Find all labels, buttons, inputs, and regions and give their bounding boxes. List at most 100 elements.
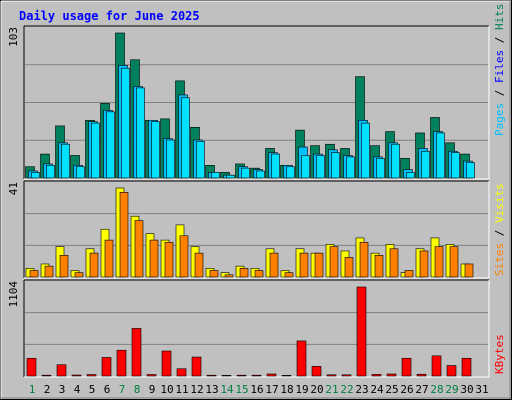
bar-sites-day-26 bbox=[404, 270, 414, 278]
bar-kbytes-day-21 bbox=[326, 374, 337, 377]
day-label-24: 24 bbox=[370, 383, 384, 396]
bar-sites-day-3 bbox=[59, 254, 69, 278]
bar-pages-day-17 bbox=[271, 153, 280, 179]
bar-sites-day-6 bbox=[104, 239, 114, 278]
bar-kbytes-day-10 bbox=[161, 350, 172, 377]
bar-sites-day-29 bbox=[449, 246, 459, 278]
panel-bottom-bg bbox=[24, 280, 489, 377]
bar-pages-day-6 bbox=[106, 111, 115, 179]
bar-sites-day-23 bbox=[359, 241, 369, 278]
bar-sites-day-25 bbox=[389, 248, 399, 278]
bar-kbytes-day-1 bbox=[26, 357, 37, 377]
bar-kbytes-day-23 bbox=[356, 286, 367, 377]
day-label-11: 11 bbox=[175, 383, 188, 396]
day-label-5: 5 bbox=[89, 383, 96, 396]
day-label-28: 28 bbox=[430, 383, 443, 396]
day-label-7: 7 bbox=[119, 383, 126, 396]
bar-kbytes-day-28 bbox=[431, 355, 442, 377]
day-label-12: 12 bbox=[190, 383, 203, 396]
day-label-29: 29 bbox=[445, 383, 458, 396]
bar-sites-day-21 bbox=[329, 246, 339, 278]
bar-kbytes-day-19 bbox=[296, 340, 307, 377]
bar-sites-day-22 bbox=[344, 257, 354, 278]
bar-pages-day-13 bbox=[211, 172, 220, 179]
day-label-21: 21 bbox=[325, 383, 338, 396]
day-label-16: 16 bbox=[250, 383, 263, 396]
day-label-14: 14 bbox=[220, 383, 234, 396]
side-legend-part: / bbox=[493, 83, 506, 103]
bar-pages-day-20 bbox=[316, 155, 325, 179]
bar-kbytes-day-4 bbox=[71, 374, 82, 377]
bar-kbytes-day-24 bbox=[371, 374, 382, 377]
side-legend-part: Hits bbox=[493, 4, 506, 31]
bar-pages-day-14 bbox=[226, 174, 235, 179]
bar-sites-day-28 bbox=[434, 246, 444, 278]
bar-kbytes-day-18 bbox=[281, 375, 292, 377]
bar-kbytes-day-6 bbox=[101, 357, 112, 377]
bar-sites-day-24 bbox=[374, 254, 384, 278]
bar-pages-day-9 bbox=[151, 121, 160, 179]
bar-pages-day-8 bbox=[136, 87, 145, 179]
bar-kbytes-day-9 bbox=[146, 374, 157, 377]
day-label-8: 8 bbox=[134, 383, 141, 396]
side-legend-part: / bbox=[493, 30, 506, 50]
day-label-13: 13 bbox=[205, 383, 218, 396]
day-label-10: 10 bbox=[160, 383, 173, 396]
bar-pages-day-1 bbox=[31, 172, 40, 179]
side-legend-part: Pages bbox=[493, 103, 506, 136]
bar-pages-day-25 bbox=[391, 143, 400, 179]
ymax-label-bottom: 1104 bbox=[7, 281, 20, 308]
bar-kbytes-day-5 bbox=[86, 374, 97, 377]
bar-sites-day-18 bbox=[284, 272, 294, 278]
bar-kbytes-day-12 bbox=[191, 356, 202, 377]
bar-sites-day-14 bbox=[224, 274, 234, 278]
bar-kbytes-day-27 bbox=[416, 373, 427, 377]
bar-kbytes-day-7 bbox=[116, 349, 127, 377]
side-legend-bottom: KBytes bbox=[493, 334, 506, 374]
day-label-6: 6 bbox=[104, 383, 111, 396]
bar-pages-day-15 bbox=[241, 167, 250, 179]
bar-pages-day-28 bbox=[436, 132, 445, 179]
bar-kbytes-day-14 bbox=[221, 375, 232, 377]
bar-sites-day-16 bbox=[254, 270, 264, 278]
bar-kbytes-day-15 bbox=[236, 374, 247, 377]
bar-pages-day-30 bbox=[466, 162, 475, 179]
day-label-18: 18 bbox=[280, 383, 293, 396]
side-legend-part: Files bbox=[493, 50, 506, 83]
bar-pages-day-5 bbox=[91, 122, 100, 179]
bar-kbytes-day-25 bbox=[386, 373, 397, 377]
bar-sites-day-1 bbox=[29, 270, 39, 278]
day-label-19: 19 bbox=[295, 383, 308, 396]
bar-sites-day-5 bbox=[89, 252, 99, 278]
day-label-17: 17 bbox=[265, 383, 278, 396]
day-label-20: 20 bbox=[310, 383, 323, 396]
bar-pages-day-4 bbox=[76, 166, 85, 179]
bar-kbytes-day-30 bbox=[461, 357, 472, 377]
bar-kbytes-day-17 bbox=[266, 373, 277, 377]
bar-sites-day-27 bbox=[419, 250, 429, 278]
day-label-22: 22 bbox=[340, 383, 353, 396]
bar-sites-day-8 bbox=[134, 220, 144, 278]
side-legend-part: Sites bbox=[493, 243, 506, 276]
bar-sites-day-19 bbox=[299, 252, 309, 278]
bar-sites-day-20 bbox=[314, 252, 324, 278]
bar-sites-day-7 bbox=[119, 192, 129, 278]
bar-pages-day-29 bbox=[451, 152, 460, 179]
bar-pages-day-19 bbox=[301, 155, 310, 179]
day-label-23: 23 bbox=[355, 383, 368, 396]
day-label-15: 15 bbox=[235, 383, 248, 396]
bar-sites-day-12 bbox=[194, 252, 204, 278]
side-legend-part: Visits bbox=[493, 183, 506, 223]
bar-pages-day-2 bbox=[46, 165, 55, 179]
bar-kbytes-day-22 bbox=[341, 374, 352, 377]
ymax-label-middle: 41 bbox=[7, 182, 20, 195]
side-legend-part: / bbox=[493, 223, 506, 243]
bar-kbytes-day-13 bbox=[206, 374, 217, 377]
bar-kbytes-day-20 bbox=[311, 366, 322, 377]
bar-sites-day-4 bbox=[74, 272, 84, 278]
bar-pages-day-3 bbox=[61, 143, 70, 179]
bar-pages-day-11 bbox=[181, 97, 190, 179]
day-label-27: 27 bbox=[415, 383, 428, 396]
side-legend-middle: Sites / Visits bbox=[493, 183, 506, 276]
